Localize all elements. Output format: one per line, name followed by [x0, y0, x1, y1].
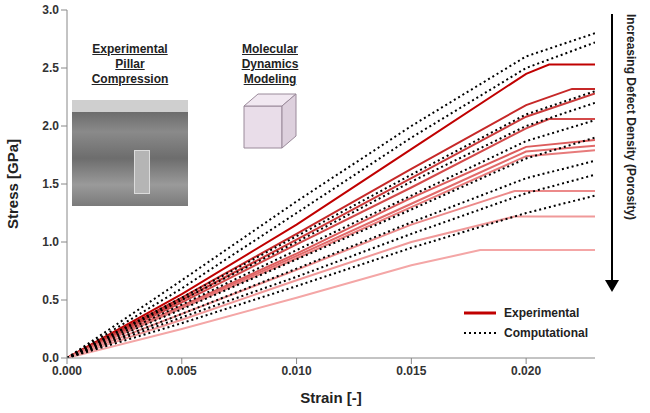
svg-text:0.005: 0.005: [167, 364, 197, 378]
svg-text:0.015: 0.015: [396, 364, 426, 378]
svg-text:0.010: 0.010: [282, 364, 312, 378]
svg-text:2.0: 2.0: [42, 119, 59, 133]
html-text:Molecular Dynamics Modeling: Molecular Dynamics Modeling: [241, 42, 299, 86]
svg-text:1.5: 1.5: [42, 177, 59, 191]
svg-text:Stress [GPa]: Stress [GPa]: [4, 139, 21, 229]
svg-text:2.5: 2.5: [42, 61, 59, 75]
svg-text:0.5: 0.5: [42, 293, 59, 307]
svg-text:Strain [-]: Strain [-]: [300, 389, 362, 406]
svg-text:1.0: 1.0: [42, 235, 59, 249]
html-text:Experimental: Experimental: [504, 306, 580, 320]
svg-text:3.0: 3.0: [42, 3, 59, 17]
html-text:Increasing Defect Density (Por: Increasing Defect Density (Porosity): [624, 14, 638, 221]
html-text:Computational: Computational: [504, 326, 588, 340]
svg-text:0.0: 0.0: [42, 351, 59, 365]
html-text:Experimental Pillar Compressio: Experimental Pillar Compression: [91, 42, 169, 86]
svg-text:0.020: 0.020: [511, 364, 541, 378]
svg-text:0.000: 0.000: [52, 364, 82, 378]
